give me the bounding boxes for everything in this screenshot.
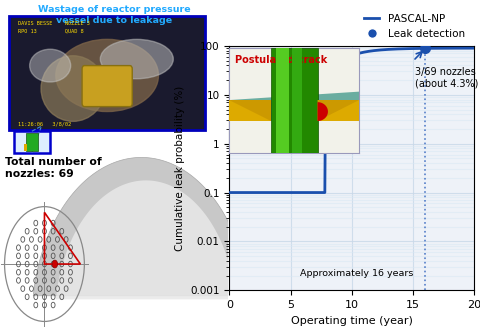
Polygon shape [318,102,328,121]
Ellipse shape [100,39,173,79]
Bar [26,133,37,151]
Ellipse shape [41,56,105,121]
Text: 3/69 nozzles
(about 4.3%): 3/69 nozzles (about 4.3%) [416,67,479,88]
Bar [318,100,359,121]
Bar [9,16,205,130]
Text: 11:26:06   3/8/02: 11:26:06 3/8/02 [18,121,72,126]
Y-axis label: Cumulative leak probability (%): Cumulative leak probability (%) [175,86,185,251]
Bar [292,48,302,153]
Text: Approximately 16 years: Approximately 16 years [300,269,414,278]
Bar [24,144,27,151]
Bar [271,48,318,153]
Text: Postulated crack: Postulated crack [235,55,327,65]
Polygon shape [229,100,271,121]
Bar [13,131,50,153]
X-axis label: Operating time (year): Operating time (year) [291,316,413,326]
Text: DAVIS BESSE    NOZZLE 3: DAVIS BESSE NOZZLE 3 [18,21,90,26]
Polygon shape [318,100,359,121]
Circle shape [52,260,58,268]
Text: Wastage of reactor pressure
vessel due to leakage: Wastage of reactor pressure vessel due t… [38,5,190,25]
FancyBboxPatch shape [82,66,132,107]
Polygon shape [33,157,250,296]
Text: RPO 13         QUAD 8: RPO 13 QUAD 8 [18,29,84,34]
Polygon shape [56,180,236,299]
Ellipse shape [56,39,158,112]
Polygon shape [229,92,359,121]
Ellipse shape [30,49,71,82]
Bar [229,100,271,121]
Legend: PASCAL-NP, Leak detection: PASCAL-NP, Leak detection [360,10,469,43]
Bar [276,48,289,153]
Text: Total number of
nozzles: 69: Total number of nozzles: 69 [5,157,101,179]
Bar [229,100,359,121]
